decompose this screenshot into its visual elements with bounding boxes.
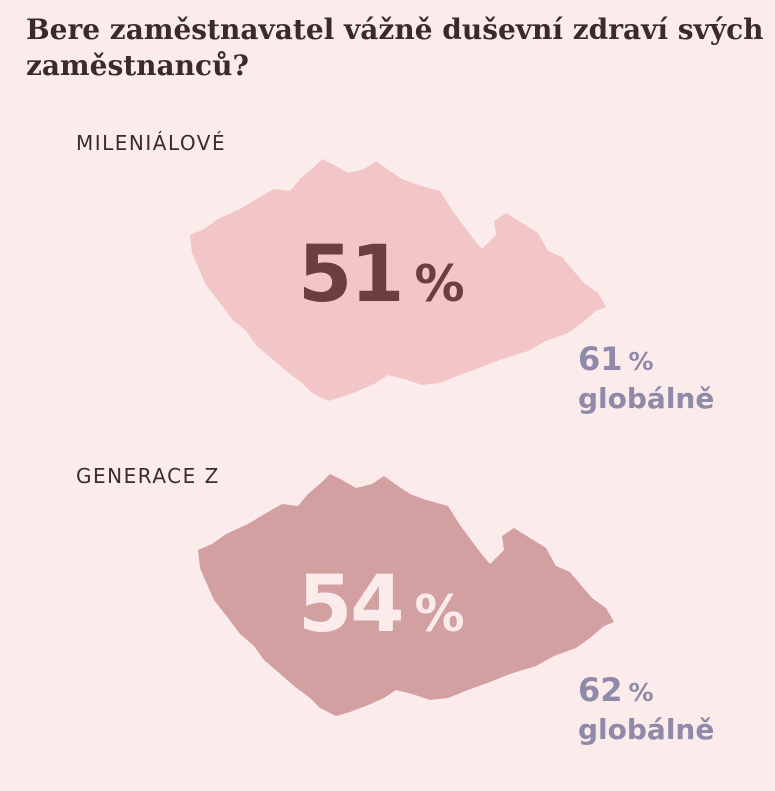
global-millennials: 61% globálně [578, 342, 714, 416]
group-label-genz: GENERACE Z [76, 464, 220, 488]
global-genz-unit: % [628, 678, 654, 707]
value-millennials-number: 51 [298, 230, 405, 320]
value-genz-unit: % [414, 585, 465, 643]
czech-map-millennials [182, 157, 612, 402]
group-label-millennials: MILENIÁLOVÉ [76, 131, 227, 155]
value-millennials-unit: % [414, 255, 465, 313]
chart-title: Bere zaměstnavatel vážně duševní zdraví … [26, 13, 764, 82]
global-millennials-number: 61 [578, 340, 623, 378]
global-genz: 62% globálně [578, 673, 714, 747]
czech-map-genz [190, 472, 620, 717]
global-millennials-label: globálně [578, 382, 715, 415]
global-genz-label: globálně [578, 713, 715, 746]
global-genz-number: 62 [578, 671, 623, 709]
value-genz-number: 54 [298, 560, 405, 650]
value-genz: 54% [298, 560, 465, 650]
value-millennials: 51% [298, 230, 465, 320]
global-millennials-unit: % [628, 347, 654, 376]
